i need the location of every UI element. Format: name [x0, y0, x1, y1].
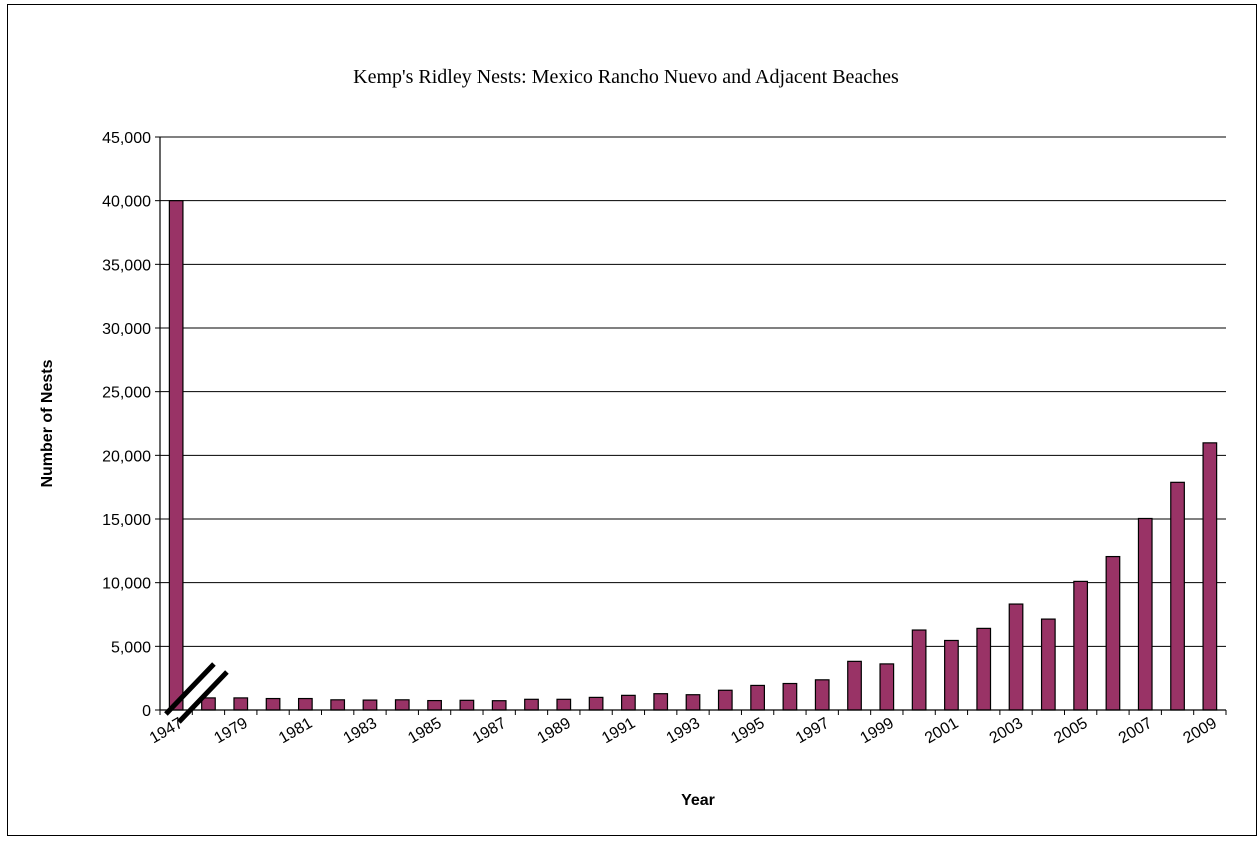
x-tick-label: 1995 [728, 715, 767, 748]
y-tick-label: 0 [142, 703, 151, 720]
bar [297, 697, 313, 711]
x-tick-label: 2005 [1051, 715, 1090, 748]
y-tick-label: 35,000 [102, 257, 151, 274]
y-tick-label: 30,000 [102, 321, 151, 338]
x-tick-label: 2003 [987, 715, 1026, 748]
x-tick-label: 1981 [276, 715, 315, 748]
bar [265, 697, 281, 711]
y-axis-title: Number of Nests [39, 359, 56, 487]
bar [524, 698, 539, 711]
bar [233, 697, 249, 711]
bar [588, 696, 604, 711]
y-tick-label: 5,000 [111, 639, 151, 656]
axes [159, 137, 1227, 715]
bar [1008, 603, 1024, 711]
bar [556, 698, 572, 711]
x-tick-label: 2001 [922, 715, 961, 748]
bar [653, 693, 669, 711]
bar [685, 694, 701, 711]
bar [782, 682, 798, 711]
chart-frame: Kemp's Ridley Nests: Mexico Rancho Nuevo… [7, 4, 1257, 836]
x-tick-label: 1997 [793, 715, 832, 748]
x-tick-label: 1983 [341, 715, 380, 748]
bar [944, 639, 959, 711]
x-tick-label: 1987 [470, 715, 509, 748]
x-tick-label: 1979 [211, 715, 250, 748]
x-tick-label: 1991 [599, 715, 638, 748]
bar [847, 660, 862, 711]
bar [427, 699, 442, 711]
bar [330, 699, 346, 711]
bar [394, 699, 410, 711]
bar [717, 689, 733, 711]
axis-break-slash [164, 662, 216, 716]
x-tick-label: 2007 [1116, 715, 1155, 748]
y-tick-label: 15,000 [102, 512, 151, 529]
y-tick-label: 20,000 [102, 448, 151, 465]
bar [621, 694, 636, 711]
bar [491, 700, 507, 711]
bar [168, 200, 184, 711]
x-axis-title: Year [681, 792, 715, 809]
axis-break-slash [177, 670, 229, 724]
y-tick-label: 40,000 [102, 194, 151, 211]
bar [1170, 481, 1185, 711]
y-tick-labels: 0 5,000 10,000 15,000 20,000 25,000 30,000 35,0… [102, 130, 151, 720]
bar [1202, 442, 1218, 711]
y-tick-label: 10,000 [102, 576, 151, 593]
x-tick-label: 1999 [857, 715, 896, 748]
x-tick-labels: 1947 1979 1981 1983 1985 1987 1989 1991 1993 1995… [147, 715, 1220, 748]
chart: Kemp's Ridley Nests: Mexico Rancho Nuevo… [39, 66, 1227, 809]
bar [814, 679, 830, 711]
bar [879, 663, 895, 711]
bar [1040, 618, 1056, 711]
x-tick-label: 2009 [1181, 715, 1220, 748]
y-tick-label: 45,000 [102, 130, 151, 147]
bar [911, 629, 927, 711]
y-tick-label: 25,000 [102, 385, 151, 402]
axis-break-marker [164, 662, 229, 724]
bar [1073, 580, 1089, 711]
bar [976, 627, 992, 711]
x-tick-label: 1985 [405, 715, 444, 748]
bar [1105, 555, 1121, 711]
x-tick-label: 1989 [534, 715, 573, 748]
bar [362, 699, 378, 711]
gridlines [155, 136, 1226, 711]
bars [168, 200, 1218, 711]
x-tick-label: 1993 [664, 715, 703, 748]
bar [1137, 517, 1153, 711]
bar [459, 699, 475, 711]
chart-title: Kemp's Ridley Nests: Mexico Rancho Nuevo… [353, 66, 899, 88]
bar [750, 684, 765, 711]
